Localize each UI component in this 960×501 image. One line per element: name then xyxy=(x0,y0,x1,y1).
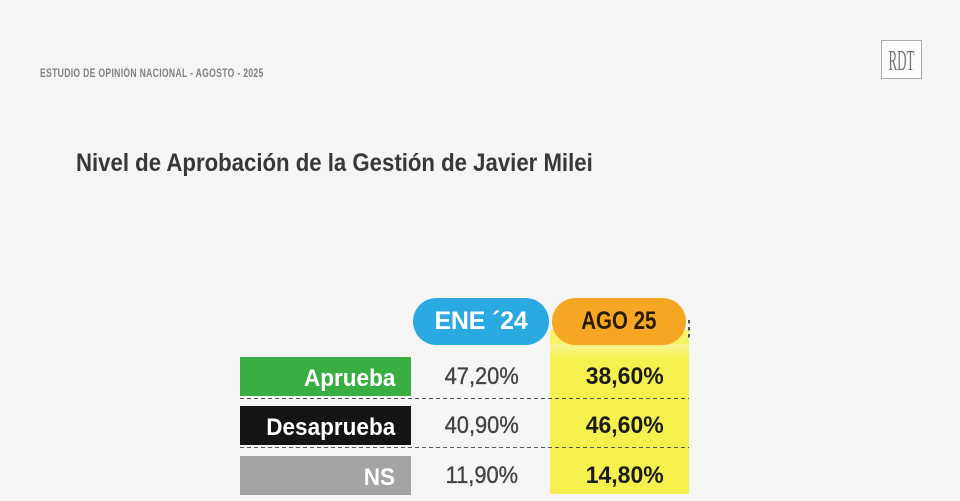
svg-text:RDT: RDT xyxy=(889,45,915,77)
